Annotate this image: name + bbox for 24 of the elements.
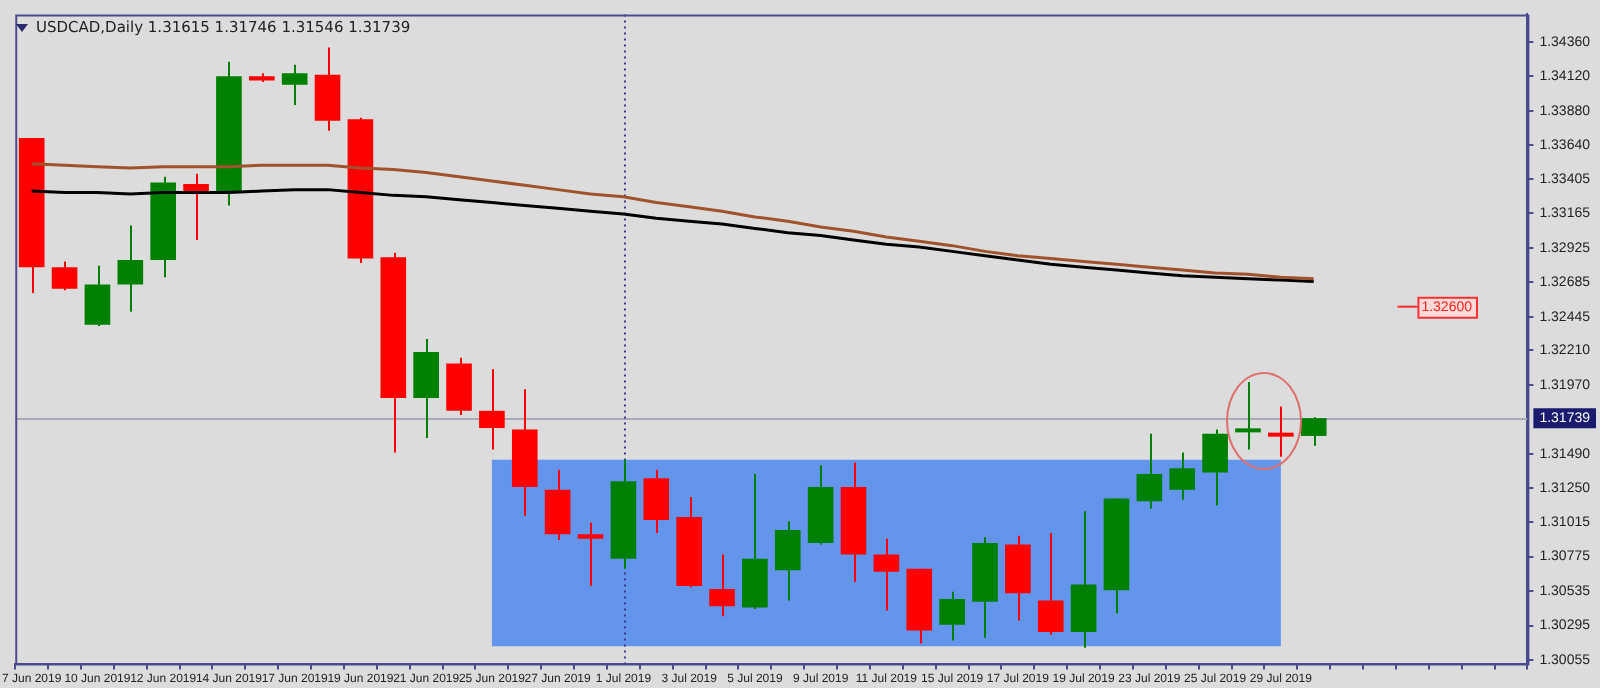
candlestick [446, 356, 472, 417]
candlestick [183, 172, 209, 241]
candlestick [1037, 531, 1064, 636]
candlestick [939, 590, 965, 642]
candlestick [774, 520, 801, 602]
candlestick [643, 468, 670, 534]
candlestick [1202, 428, 1228, 507]
candlestick [1300, 416, 1327, 447]
candlestick [544, 468, 571, 542]
candlestick [873, 537, 900, 612]
candlestick [84, 264, 111, 328]
candlestick [577, 521, 604, 588]
candlestick [1235, 381, 1261, 451]
candlestick [281, 63, 308, 106]
candlestick [413, 338, 439, 440]
candlestick [117, 224, 144, 313]
candlestick [1268, 405, 1294, 458]
candlestick [314, 46, 341, 132]
candlestick [479, 368, 505, 451]
candlestick [1136, 432, 1163, 510]
candlestick [1070, 510, 1097, 649]
candlestick [1169, 451, 1196, 501]
candlestick [51, 260, 78, 292]
candlestick [709, 553, 735, 618]
